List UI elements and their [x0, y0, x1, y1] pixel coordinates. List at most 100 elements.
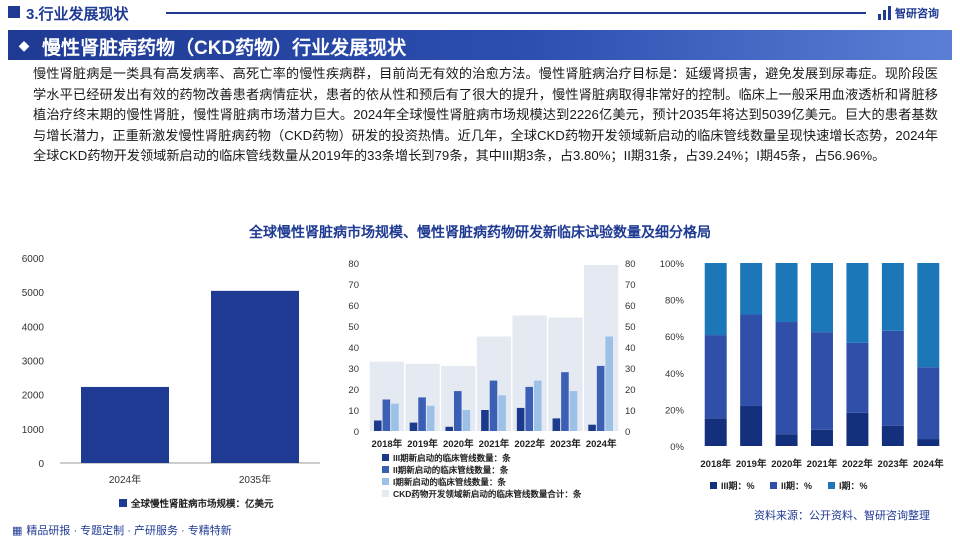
- y-tick-label: 4000: [22, 322, 45, 333]
- bar-phase-2: [418, 397, 426, 431]
- x-tick-label: 2024年: [109, 473, 141, 486]
- bar-phase-1: [462, 410, 471, 431]
- y-tick-label-left: 60: [348, 301, 359, 312]
- bar-share-phase-2: [775, 322, 798, 435]
- footer-slogan: ▦ 精品研报 · 专题定制 · 产研服务 · 专精特新: [12, 522, 232, 537]
- bar-share-phase-1: [811, 263, 833, 333]
- legend-swatch: [770, 482, 777, 489]
- section-title: 3.行业发展现状: [26, 6, 129, 23]
- bar-share-phase-3: [846, 412, 869, 446]
- legend-swatch: [382, 454, 389, 461]
- y-tick-label-left: 70: [348, 280, 359, 291]
- bar-share-phase-3: [740, 405, 763, 446]
- x-tick-label: 2023年: [878, 458, 909, 470]
- phase-share-chart: 0% 20% 40% 60% 80% 100% 2018年 2019年 2020年 2021年 20…: [660, 259, 944, 491]
- y-tick-label-right: 30: [625, 364, 636, 375]
- x-tick-label: 2018年: [372, 438, 403, 450]
- y-tick-label-right: 60: [625, 301, 636, 312]
- bar-phase-1: [534, 380, 542, 431]
- bar-phase-1: [391, 403, 399, 431]
- y-tick-label-left: 30: [348, 364, 359, 375]
- y-tick-label: 3000: [22, 357, 45, 368]
- intro-paragraph: 慢性肾脏病是一类具有高发病率、高死亡率的慢性疾病群，目前尚无有效的治愈方法。慢性…: [33, 66, 938, 163]
- y-tick-label-left: 20: [348, 385, 359, 396]
- legend-swatch: [828, 482, 835, 489]
- legend-swatch: [382, 466, 389, 473]
- top-bar: 3.行业发展现状 智研咨询: [0, 0, 960, 26]
- x-tick-label: 2035年: [239, 473, 271, 486]
- x-tick-label: 2020年: [443, 438, 474, 450]
- x-tick-label: 2023年: [550, 438, 581, 450]
- bar-share-phase-3: [811, 429, 833, 446]
- bar-share-phase-3: [704, 418, 727, 446]
- legend-label: III期：%: [721, 480, 755, 491]
- bar-share-phase-2: [704, 335, 727, 419]
- y-tick-label-left: 50: [348, 322, 359, 333]
- section-rule: [166, 12, 866, 14]
- legend-label: III期新启动的临床管线数量：条: [393, 453, 511, 463]
- source-note: 资料来源：公开资料、智研咨询整理: [754, 510, 930, 522]
- bar-share-phase-1: [740, 262, 763, 315]
- x-tick-label: 2018年: [700, 458, 731, 470]
- bar-phase-1: [605, 336, 613, 431]
- bar-share-phase-1: [775, 263, 798, 323]
- bar-phase-3: [445, 426, 453, 431]
- bar-share-phase-1: [704, 263, 727, 336]
- y-tick-label: 80%: [665, 296, 685, 307]
- y-tick-label: 2000: [22, 391, 45, 402]
- bar-phase-3: [409, 422, 418, 431]
- y-tick-label-right: 40: [625, 343, 636, 354]
- bar-share-phase-3: [881, 425, 904, 446]
- section-marker: [8, 6, 20, 18]
- bar-phase-3: [552, 418, 561, 431]
- y-tick-label: 20%: [665, 405, 685, 416]
- bar-phase-3: [588, 424, 596, 431]
- x-tick-label: 2022年: [842, 458, 873, 470]
- logo-text: 智研咨询: [895, 8, 939, 20]
- bar-share-phase-2: [846, 342, 869, 413]
- legend-label: I期新启动的临床管线数量：条: [393, 477, 506, 487]
- bar-share-phase-2: [740, 314, 763, 406]
- bar-phase-1: [498, 395, 506, 431]
- x-tick-label: 2019年: [407, 438, 438, 450]
- y-tick-label-right: 80: [625, 259, 636, 270]
- legend-label: 全球慢性肾脏病市场规模：亿美元: [130, 498, 274, 510]
- bar-phase-3: [481, 410, 489, 431]
- bar-market-size: [81, 386, 169, 463]
- y-tick-label-right: 10: [625, 406, 636, 417]
- legend-label: II期：%: [781, 480, 812, 491]
- bar-share-phase-1: [846, 263, 869, 343]
- legend-label: II期新启动的临床管线数量：条: [393, 465, 509, 475]
- y-tick-label: 6000: [22, 254, 45, 265]
- y-tick-label-left: 0: [354, 427, 359, 438]
- market-size-chart: 0 1000 2000 3000 4000 5000 6000 2024年 2035年全球慢性肾…: [22, 254, 320, 510]
- charts-title: 全球慢性肾脏病市场规模、慢性肾脏病药物研发新临床试验数量及细分格局: [249, 224, 711, 240]
- bar-share-phase-2: [881, 330, 904, 426]
- bar-phase-3: [516, 407, 525, 431]
- bar-share-phase-3: [917, 439, 940, 446]
- bar-phase-2: [525, 386, 533, 431]
- bar-phase-2: [382, 399, 391, 431]
- bar-phase-2: [489, 380, 498, 431]
- legend-label: I期：%: [839, 480, 868, 491]
- bar-share-phase-2: [917, 367, 940, 440]
- page-title: 慢性肾脏病药物（CKD药物）行业发展现状: [42, 38, 407, 59]
- x-tick-label: 2022年: [514, 438, 545, 450]
- bar-share-phase-3: [775, 434, 798, 446]
- bar-market-size: [211, 290, 299, 463]
- y-tick-label-right: 20: [625, 385, 636, 396]
- y-tick-label: 1000: [22, 425, 45, 436]
- bar-phase-2: [561, 372, 569, 431]
- x-tick-label: 2024年: [586, 438, 617, 450]
- x-tick-label: 2021年: [479, 438, 510, 450]
- bar-phase-1: [426, 405, 435, 431]
- x-tick-label: 2020年: [771, 458, 802, 470]
- bar-share-phase-2: [811, 332, 833, 430]
- y-tick-label: 5000: [22, 288, 45, 299]
- y-tick-label-right: 0: [625, 427, 630, 438]
- bar-phase-2: [454, 391, 462, 431]
- diamond-icon: ◆: [18, 36, 30, 53]
- legend-swatch: [382, 478, 389, 485]
- y-tick-label-left: 10: [348, 406, 359, 417]
- y-tick-label: 40%: [665, 369, 685, 380]
